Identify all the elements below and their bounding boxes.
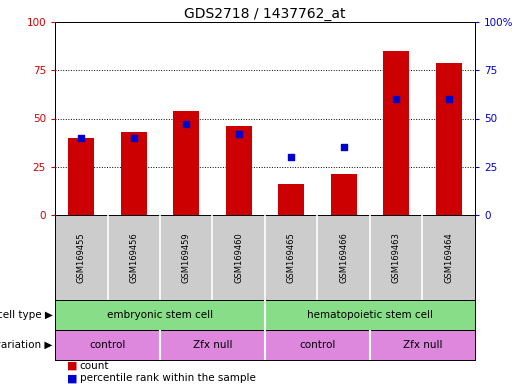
Text: hematopoietic stem cell: hematopoietic stem cell	[307, 310, 433, 320]
Text: cell type ▶: cell type ▶	[0, 310, 53, 320]
Bar	[226, 126, 252, 215]
Text: ■: ■	[67, 361, 81, 371]
Point	[444, 96, 453, 102]
Text: GSM169459: GSM169459	[182, 232, 191, 283]
Text: percentile rank within the sample: percentile rank within the sample	[80, 373, 256, 383]
Bar	[331, 174, 357, 215]
Title: GDS2718 / 1437762_at: GDS2718 / 1437762_at	[184, 7, 346, 21]
Point	[339, 144, 348, 151]
Bar	[121, 132, 147, 215]
Point	[182, 121, 191, 127]
Text: GSM169465: GSM169465	[287, 232, 296, 283]
Text: control: control	[299, 340, 336, 350]
Text: GSM169455: GSM169455	[77, 232, 86, 283]
Bar	[278, 184, 304, 215]
Point	[130, 135, 138, 141]
Text: control: control	[89, 340, 126, 350]
Bar	[68, 138, 94, 215]
Text: GSM169456: GSM169456	[129, 232, 138, 283]
Text: genotype/variation ▶: genotype/variation ▶	[0, 340, 53, 350]
Text: count: count	[80, 361, 109, 371]
Text: GSM169466: GSM169466	[339, 232, 348, 283]
Point	[392, 96, 400, 102]
Bar	[436, 63, 462, 215]
Text: Zfx null: Zfx null	[403, 340, 442, 350]
Point	[287, 154, 296, 160]
Text: GSM169460: GSM169460	[234, 232, 243, 283]
Text: embryonic stem cell: embryonic stem cell	[107, 310, 213, 320]
Text: Zfx null: Zfx null	[193, 340, 232, 350]
Text: ■: ■	[67, 373, 81, 383]
Point	[235, 131, 243, 137]
Bar	[173, 111, 199, 215]
Point	[77, 135, 85, 141]
Text: GSM169463: GSM169463	[392, 232, 401, 283]
Bar	[383, 51, 409, 215]
Text: GSM169464: GSM169464	[444, 232, 453, 283]
